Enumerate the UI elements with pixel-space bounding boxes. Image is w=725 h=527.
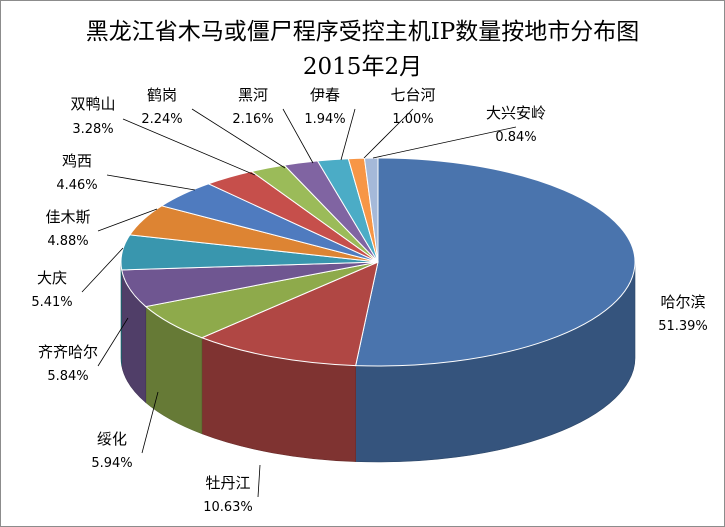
leader-line (97, 208, 158, 232)
slice-value-label: 4.46% (56, 178, 97, 193)
slice-name-label: 绥化 (97, 430, 127, 448)
slice-value-label: 51.39% (658, 319, 708, 334)
leader-line (340, 108, 356, 161)
slice-value-label: 10.63% (203, 500, 253, 515)
pie-slice (355, 157, 636, 367)
chart-subtitle: 2015年2月 (302, 54, 423, 80)
slice-name-label: 鹤岗 (147, 86, 177, 104)
slice-value-label: 1.00% (392, 112, 433, 127)
slice-name-label: 黑河 (238, 86, 268, 104)
pie-slice (363, 157, 379, 263)
leader-lines (81, 108, 517, 498)
leader-line (191, 108, 286, 169)
slice-name-label: 牡丹江 (205, 474, 250, 492)
slice-name-label: 齐齐哈尔 (38, 343, 98, 361)
slice-name-label: 双鸭山 (70, 95, 115, 113)
slice-value-label: 4.88% (47, 234, 88, 249)
slice-value-label: 5.84% (47, 369, 88, 384)
slice-value-label: 0.84% (495, 130, 536, 145)
slice-name-label: 大兴安岭 (486, 104, 546, 122)
leader-line (363, 108, 414, 159)
slice-value-label: 1.94% (304, 112, 345, 127)
pie-slice (200, 261, 379, 367)
slice-value-label: 3.28% (72, 122, 113, 137)
slice-side (120, 261, 123, 366)
slice-name-label: 伊春 (310, 86, 340, 104)
pie-sides (120, 261, 636, 463)
data-labels: 哈尔滨 51.39% 牡丹江 10.63% 绥化 5.94% 齐齐哈尔 5.84% 大庆 5.41… (31, 86, 707, 515)
leader-line (97, 317, 129, 367)
slice-value-label: 5.41% (31, 295, 72, 310)
leader-line (122, 118, 256, 176)
leader-line (282, 108, 314, 164)
slice-name-label: 大庆 (37, 269, 67, 287)
leader-line (81, 247, 124, 293)
slice-name-label: 佳木斯 (45, 208, 90, 226)
pie-tops (120, 157, 636, 367)
slice-value-label: 2.16% (232, 112, 273, 127)
leader-line (372, 126, 517, 159)
leader-line (257, 464, 261, 498)
leader-line (141, 391, 159, 454)
slice-name-label: 七台河 (390, 86, 435, 104)
slice-value-label: 5.94% (91, 456, 132, 471)
slice-name-label: 鸡西 (62, 152, 92, 170)
slice-value-label: 2.24% (141, 112, 182, 127)
leader-line (106, 174, 196, 191)
slice-name-label: 哈尔滨 (660, 293, 705, 311)
chart-title: 黑龙江省木马或僵尸程序受控主机IP数量按地市分布图 (85, 19, 640, 45)
